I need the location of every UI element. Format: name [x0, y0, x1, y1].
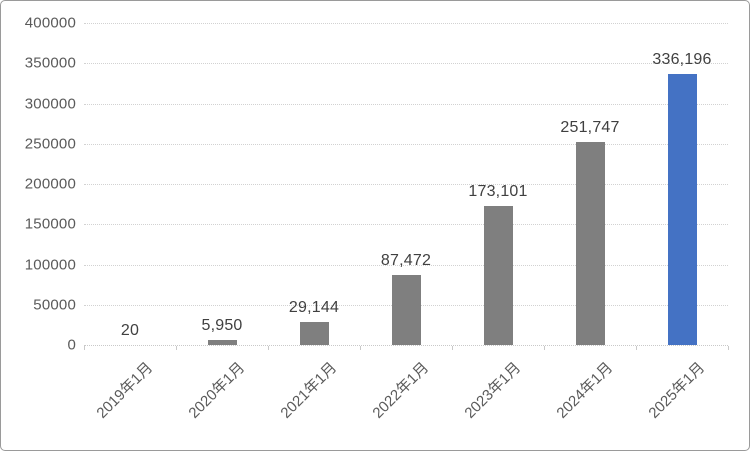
gridline — [84, 143, 728, 145]
x-axis-tick-mark — [84, 346, 85, 350]
x-axis-category-label: 2025年1月 — [645, 359, 709, 422]
bar-2023年1月 — [483, 205, 513, 345]
value-label: 87,472 — [380, 251, 432, 269]
value-label: 5,950 — [201, 317, 243, 335]
gridline — [84, 103, 728, 105]
bar-2020年1月 — [207, 340, 237, 345]
x-axis-tick-mark — [268, 346, 269, 350]
gridline — [84, 63, 728, 65]
x-axis-category-label: 2021年1月 — [277, 359, 341, 422]
y-axis-tick-label: 0 — [67, 336, 76, 354]
value-label: 336,196 — [652, 51, 712, 69]
bar-2022年1月 — [391, 274, 421, 345]
bar-2021年1月 — [299, 321, 329, 345]
x-axis-category-label: 2019年1月 — [93, 359, 157, 422]
bar-2024年1月 — [575, 142, 605, 345]
y-axis-tick-label: 50000 — [33, 296, 76, 314]
bar-2025年1月 — [667, 74, 697, 345]
x-axis-tick-mark — [728, 346, 729, 350]
x-axis-tick-mark — [176, 346, 177, 350]
value-label: 29,144 — [288, 298, 340, 316]
x-axis-category-label: 2024年1月 — [553, 359, 617, 422]
x-axis-tick-mark — [452, 346, 453, 350]
x-axis-tick-mark — [544, 346, 545, 350]
value-label: 20 — [120, 321, 140, 339]
x-axis-category-label: 2023年1月 — [461, 359, 525, 422]
x-axis-category-label: 2022年1月 — [369, 359, 433, 422]
gridline — [84, 264, 728, 266]
gridline — [84, 23, 728, 24]
gridline — [84, 184, 728, 185]
x-axis-tick-mark — [636, 346, 637, 350]
y-axis-tick-label: 150000 — [24, 215, 76, 233]
gridline — [84, 224, 728, 226]
y-axis-tick-label: 200000 — [24, 175, 76, 193]
x-axis-tick-mark — [360, 346, 361, 350]
y-axis-tick-label: 350000 — [24, 54, 76, 72]
value-label: 173,101 — [468, 182, 528, 200]
y-axis-tick-label: 100000 — [24, 256, 76, 273]
x-axis-category-label: 2020年1月 — [185, 359, 249, 422]
y-axis-tick-label: 300000 — [24, 95, 76, 112]
value-label: 251,747 — [560, 119, 620, 137]
y-axis-tick-label: 250000 — [24, 135, 76, 153]
x-axis-line — [84, 345, 728, 346]
y-axis-tick-label: 400000 — [24, 14, 76, 32]
